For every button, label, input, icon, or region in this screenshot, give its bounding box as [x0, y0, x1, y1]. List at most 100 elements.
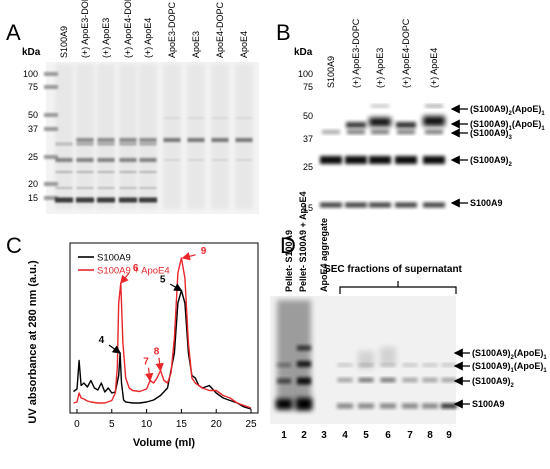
panel-b-letter: B	[276, 20, 291, 45]
blot-band	[369, 156, 391, 164]
panel-a-marker-label: 50	[28, 110, 38, 120]
gel-band	[44, 182, 58, 186]
blot-band	[371, 130, 389, 134]
blot-band	[425, 130, 443, 134]
chart-annotation-label: 4	[99, 335, 105, 346]
chart-annotations: 4 5 6 78 9	[99, 246, 207, 382]
chart-annotation-label: 8	[154, 347, 160, 358]
panel-a-marker-label: 100	[23, 69, 38, 79]
panel-b-lane-labels: S100A9 (+) ApoE3-DOPC (+) ApoE3 (+) ApoE4-D…	[326, 18, 439, 88]
panel-d-band-label: (S100A9)2(ApoE)1	[472, 348, 547, 361]
blot-band	[380, 378, 396, 382]
blot-band	[423, 156, 445, 164]
chart-annotation-label: 9	[201, 246, 207, 257]
chart-annotation-arrow	[145, 367, 154, 382]
chart-x-tick-label: 5	[109, 419, 115, 430]
blot-band	[371, 104, 389, 108]
panel-d-lane-number: 2	[301, 430, 307, 441]
panel-d-lane-number: 7	[407, 430, 413, 441]
panel-b-marker-label: 50	[303, 111, 313, 121]
blot-band	[345, 156, 367, 164]
panel-d-top-labels: Pellet- S100A9 Pellet- S100A9 + ApoE4 ApoE…	[284, 192, 329, 292]
panel-b-band-label: (S100A9)3	[470, 128, 513, 141]
gel-band	[44, 127, 58, 131]
gel-band	[187, 64, 205, 209]
blot-band	[380, 347, 396, 365]
panel-d-band-labels: (S100A9)2(ApoE)1(S100A9)1(ApoE)1 (S100A9)…	[453, 348, 547, 409]
gel-band	[44, 155, 58, 159]
panel-d-lane-number: 8	[427, 430, 433, 441]
chart-x-tick-label: 15	[176, 419, 188, 430]
blot-band	[380, 403, 396, 409]
blot-band	[345, 202, 367, 208]
panel-a-bands	[44, 64, 253, 209]
panel-a-marker-label: 37	[28, 124, 38, 134]
panel-b-marker-label: 75	[303, 82, 313, 92]
gel-band	[44, 196, 58, 200]
chart-x-tick-label: 20	[211, 419, 223, 430]
gel-band	[163, 64, 181, 209]
blot-band	[395, 156, 417, 164]
chart-x-tick-label: 25	[245, 419, 257, 430]
blot-smear	[277, 300, 311, 410]
chart-xlabel: Volume (ml)	[133, 437, 195, 449]
gel-band	[44, 85, 58, 89]
panel-a-lane-label: ApoE4	[239, 31, 249, 58]
panel-d: D Pellet- S100A9 Pellet- S100A9 + ApoE4 Ap…	[270, 192, 547, 441]
blot-band	[337, 378, 353, 382]
chart-x-ticks: 0 5 10 15 20 25	[74, 409, 257, 430]
chart-series-line-2	[73, 257, 252, 409]
blot-band	[320, 202, 342, 208]
blot-band	[322, 130, 340, 134]
panel-d-top-label: ApoE4 aggregate	[319, 218, 329, 292]
gel-band	[139, 64, 157, 209]
panel-b-marker-label: 25	[303, 162, 313, 172]
chart-legend-label: S100A9	[97, 253, 131, 264]
chart-legend-label: S100A9 + ApoE4	[97, 266, 170, 277]
panel-d-bracket	[339, 281, 457, 294]
chart-annotation-label: 7	[143, 357, 149, 368]
blot-band	[397, 130, 415, 134]
panel-b-marker-label: 15	[303, 203, 313, 213]
chart-annotation-arrow	[169, 283, 183, 292]
panel-a-marker-label: 25	[28, 152, 38, 162]
panel-a-lane-label: S100A9	[59, 26, 69, 58]
panel-b-band-label: (S100A9)1(ApoE)1	[470, 119, 545, 132]
blot-band	[396, 122, 416, 128]
panel-d-band-label: (S100A9)2	[472, 376, 515, 389]
gel-band	[55, 64, 73, 209]
blot-band	[423, 202, 445, 208]
chart-series	[73, 257, 252, 410]
blot-band	[347, 130, 365, 134]
panel-d-lane-numbers: 1 2 3 4 5 6 7 8 9	[281, 430, 452, 441]
panel-d-band-label: S100A9	[472, 399, 505, 409]
chart-annotation-arrow	[120, 273, 130, 284]
blot-band	[402, 363, 418, 367]
panel-b-lane-label: (+) ApoE4-DOPC	[401, 18, 411, 88]
panel-b-band-label: (S100A9)2	[470, 155, 513, 168]
panel-d-band-label: (S100A9)1(ApoE)1	[472, 361, 547, 374]
panel-a-lane-label: ApoE3-DOPC	[167, 1, 177, 58]
chart-x-tick-label: 10	[141, 419, 153, 430]
chart-annotation-label: 6	[133, 263, 139, 274]
blot-band	[441, 363, 457, 367]
panel-b-marker-label: 100	[298, 69, 313, 79]
chart-series-line-1	[73, 289, 252, 410]
gel-band	[97, 64, 115, 209]
gel-band	[76, 64, 94, 209]
panel-a-lane-label: (+) ApoE4-DOPC	[123, 0, 133, 58]
panel-a-lane-label: (+) ApoE3-DOPC	[80, 0, 90, 58]
panel-a-markers: 100 75 50 37 25 20 15	[23, 69, 38, 203]
panel-b-bands	[320, 104, 445, 208]
panel-a-marker-label: 75	[28, 82, 38, 92]
blot-band	[395, 202, 417, 208]
chart-x-tick-label: 0	[74, 419, 80, 430]
panel-d-lane-number: 3	[321, 430, 327, 441]
panel-d-lane-number: 9	[446, 430, 452, 441]
panel-b-lane-label: S100A9	[326, 56, 336, 88]
panel-b: B kDa 100 75 50 37 25 15 S100A9 (+) ApoE3-DOPC…	[276, 18, 545, 218]
panel-a-kda-label: kDa	[22, 47, 41, 58]
gel-band	[119, 64, 137, 209]
gel-band	[235, 64, 253, 209]
